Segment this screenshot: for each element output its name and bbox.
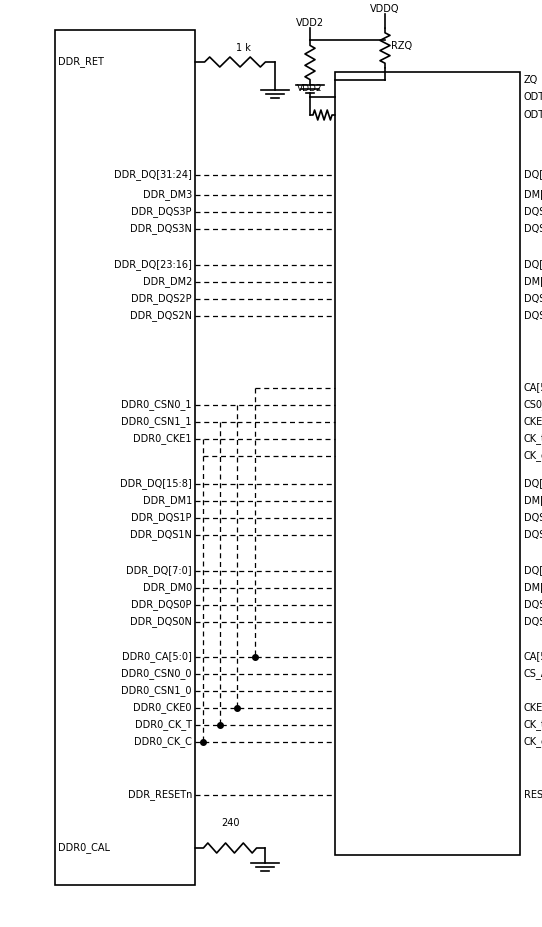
Text: DDR0_CK_C: DDR0_CK_C [134, 737, 192, 747]
Text: DQS[1]_t_A: DQS[1]_t_A [524, 513, 542, 524]
Text: DDR_DM0: DDR_DM0 [143, 582, 192, 593]
Text: CA[5:0]_A: CA[5:0]_A [524, 652, 542, 663]
Text: DDR_DQS0N: DDR_DQS0N [130, 616, 192, 628]
Text: CA[5:0]_B: CA[5:0]_B [524, 383, 542, 393]
Text: CK_c_A: CK_c_A [524, 737, 542, 747]
Text: DDR0_CSN0_1: DDR0_CSN0_1 [121, 400, 192, 411]
Text: DDR_DQS3N: DDR_DQS3N [130, 223, 192, 235]
Bar [55, 30, 195, 885]
Text: CS0_B: CS0_B [524, 400, 542, 411]
Text: DQS[1]_t_B: DQS[1]_t_B [524, 207, 542, 218]
Text: DM[1]_A: DM[1]_A [524, 496, 542, 506]
Text: DDR0_CSN1_0: DDR0_CSN1_0 [121, 686, 192, 696]
Text: DDR_DQS1N: DDR_DQS1N [130, 529, 192, 540]
Text: CKE0_B: CKE0_B [524, 416, 542, 427]
Text: DQ[15:8]_B: DQ[15:8]_B [524, 170, 542, 181]
Text: DDR0_CKE0: DDR0_CKE0 [133, 703, 192, 714]
Text: ODT_CA_B¹: ODT_CA_B¹ [524, 109, 542, 121]
Bar [335, 72, 520, 855]
Text: 1 k: 1 k [236, 43, 250, 53]
Text: CS_A: CS_A [524, 668, 542, 679]
Text: DDR_DQ[7:0]: DDR_DQ[7:0] [126, 565, 192, 577]
Text: DQS[0]_c_A: DQS[0]_c_A [524, 616, 542, 628]
Text: DDR0_CKE1: DDR0_CKE1 [133, 434, 192, 444]
Text: DQ[7:0]_B: DQ[7:0]_B [524, 260, 542, 271]
Text: DDR_DQS3P: DDR_DQS3P [132, 207, 192, 218]
Text: ZQ: ZQ [524, 75, 538, 85]
Text: 240: 240 [221, 818, 239, 828]
Text: DQS[1]_c_B: DQS[1]_c_B [524, 223, 542, 235]
Text: DDR0_CSN0_0: DDR0_CSN0_0 [121, 668, 192, 679]
Text: DDR_DQS2P: DDR_DQS2P [131, 294, 192, 304]
Text: DQS[0]_t_A: DQS[0]_t_A [524, 600, 542, 611]
Text: VDD2: VDD2 [296, 18, 324, 28]
Text: DDR0_CAL: DDR0_CAL [58, 843, 110, 854]
Text: DDR_RET: DDR_RET [58, 57, 104, 68]
Text: CK_t_A: CK_t_A [524, 719, 542, 730]
Text: DM[1]_B: DM[1]_B [524, 189, 542, 200]
Text: DQ[15:8]_A: DQ[15:8]_A [524, 478, 542, 489]
Text: CK_c_B: CK_c_B [524, 451, 542, 462]
Text: DDR0_CA[5:0]: DDR0_CA[5:0] [122, 652, 192, 663]
Text: DDR0_CSN1_1: DDR0_CSN1_1 [121, 416, 192, 427]
Text: DM[0]_A: DM[0]_A [524, 582, 542, 593]
Text: DDR_DM1: DDR_DM1 [143, 496, 192, 506]
Text: DDR_DQS2N: DDR_DQS2N [130, 311, 192, 322]
Text: DDR_DQS1P: DDR_DQS1P [132, 513, 192, 524]
Text: DM[0]_B: DM[0]_B [524, 276, 542, 287]
Text: ODT_CA_A¹: ODT_CA_A¹ [524, 92, 542, 103]
Text: DQS[0]_c_B: DQS[0]_c_B [524, 311, 542, 322]
Text: DQ[7:0]_A: DQ[7:0]_A [524, 565, 542, 577]
Text: DDR_RESETn: DDR_RESETn [127, 790, 192, 800]
Text: CKE0_A: CKE0_A [524, 703, 542, 714]
Text: VDDQ: VDDQ [370, 4, 400, 14]
Text: DQS[0]_t_B: DQS[0]_t_B [524, 294, 542, 304]
Text: VDD2: VDD2 [297, 84, 322, 93]
Text: DDR_DQ[15:8]: DDR_DQ[15:8] [120, 478, 192, 489]
Text: DDR_DQ[23:16]: DDR_DQ[23:16] [114, 260, 192, 271]
Text: DDR0_CK_T: DDR0_CK_T [135, 719, 192, 730]
Text: RZQ: RZQ [391, 41, 412, 51]
Text: RESET_n: RESET_n [524, 790, 542, 800]
Text: DDR_DQS0P: DDR_DQS0P [132, 600, 192, 611]
Text: DDR_DM2: DDR_DM2 [143, 276, 192, 287]
Text: DDR_DM3: DDR_DM3 [143, 189, 192, 200]
Text: DDR_DQ[31:24]: DDR_DQ[31:24] [114, 170, 192, 181]
Text: CK_t_B: CK_t_B [524, 434, 542, 444]
Text: DQS[1]_c_A: DQS[1]_c_A [524, 529, 542, 540]
